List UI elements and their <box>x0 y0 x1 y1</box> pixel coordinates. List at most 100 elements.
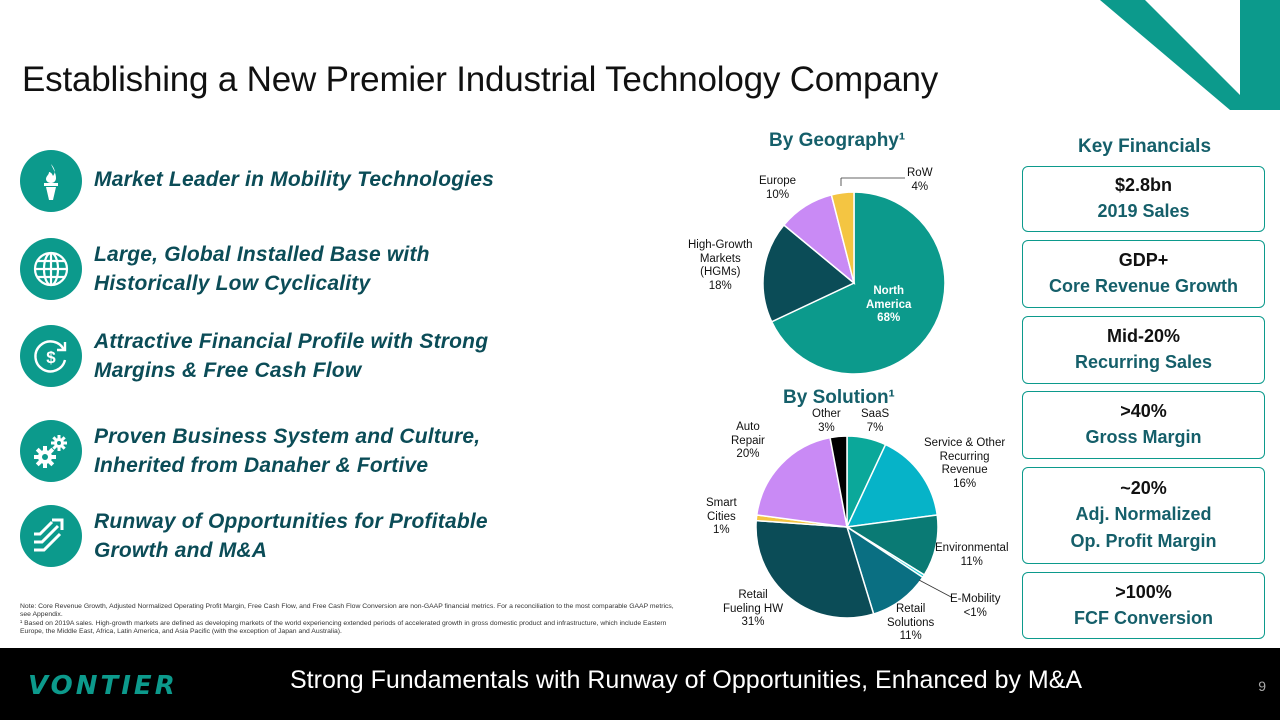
label-line: 16% <box>953 477 977 490</box>
pillar-text-line-1: Proven Business System and Culture, <box>94 425 481 448</box>
footnote-non-gaap: Note: Core Revenue Growth, Adjusted Norm… <box>20 603 674 619</box>
solution-pie-chart <box>755 435 939 619</box>
geo-label-hgm: High-Growth Markets (HGMs) 18% <box>688 239 753 293</box>
pillar-text-line-2: Growth and M&A <box>94 539 268 562</box>
label-line: RoW <box>907 167 933 179</box>
solution-chart-title: By Solution¹ <box>783 387 895 408</box>
label-line: SaaS <box>861 408 890 420</box>
page-title: Establishing a New Premier Industrial Te… <box>22 60 939 99</box>
label-line: Fueling HW <box>723 602 784 615</box>
label-line: 31% <box>741 616 765 628</box>
kf-label: 2019 Sales <box>1097 201 1190 221</box>
footer-bar: VONTIER Strong Fundamentals with Runway … <box>0 648 1280 720</box>
geography-pie-chart <box>762 191 946 375</box>
page-number: 9 <box>1258 678 1266 694</box>
label-line: 10% <box>766 188 790 201</box>
pillar-installed-base: Large, Global Installed Base with Histori… <box>20 238 564 300</box>
label-line: 7% <box>866 421 884 434</box>
label-line: <1% <box>963 606 987 619</box>
label-line: 68% <box>877 312 901 324</box>
label-line: Markets <box>699 252 741 265</box>
footnote-geography: ¹ Based on 2019A sales. High-growth mark… <box>20 619 667 636</box>
kf-value: >40% <box>1120 401 1167 421</box>
geo-label-north-america: North America 68% <box>866 285 911 326</box>
sol-label-auto-repair: Auto Repair 20% <box>731 421 765 462</box>
kf-value: >100% <box>1115 581 1172 602</box>
label-line: Cities <box>706 510 736 523</box>
label-line: Service & Other <box>924 437 1006 449</box>
label-line: Environmental <box>935 542 1009 554</box>
pillar-text-line-1: Large, Global Installed Base with <box>94 243 430 266</box>
pillar-opportunities: Runway of Opportunities for Profitable Gr… <box>20 505 564 567</box>
sol-label-smart-cities: Smart Cities 1% <box>706 497 737 538</box>
pie-slice-other <box>829 435 848 528</box>
kf-label: FCF Conversion <box>1073 607 1213 628</box>
pillar-text-line-1: Attractive Financial Profile with Strong <box>94 330 489 353</box>
label-line: 3% <box>818 421 835 434</box>
kf-value: GDP+ <box>1118 250 1169 270</box>
pie-slice-auto-repair <box>755 436 848 528</box>
label-line: Smart <box>706 497 737 509</box>
label-line: North <box>873 285 905 297</box>
sol-label-emobility: E-Mobility <1% <box>950 593 1000 620</box>
pillar-business-system: Proven Business System and Culture, Inher… <box>20 420 564 482</box>
kf-box-fcf: >100% FCF Conversion <box>1022 572 1265 639</box>
label-line: 18% <box>708 279 732 292</box>
pillar-text-line-1: Runway of Opportunities for Profitable <box>94 510 488 533</box>
label-line: High-Growth <box>688 239 753 251</box>
label-line: Retail <box>895 603 926 615</box>
globe-icon <box>20 238 82 300</box>
label-line: E-Mobility <box>950 593 1001 605</box>
sol-label-saas: SaaS 7% <box>861 408 889 435</box>
sol-label-retail-solutions: Retail Solutions 11% <box>887 603 934 644</box>
sol-label-other: Other 3% <box>812 408 841 435</box>
footer-tagline: Strong Fundamentals with Runway of Oppor… <box>290 666 1083 694</box>
kf-label: Core Revenue Growth <box>1048 276 1239 296</box>
pillar-text-line-2: Historically Low Cyclicality <box>94 272 371 295</box>
label-line: Recurring <box>939 450 990 463</box>
label-line: Repair <box>731 434 765 447</box>
label-line: 11% <box>960 555 983 568</box>
kf-label: Adj. Normalized <box>1075 504 1212 524</box>
geography-chart-title: By Geography¹ <box>769 130 906 151</box>
pillar-text-line-2: Inherited from Danaher & Fortive <box>94 454 429 477</box>
emobility-leader-line <box>918 579 954 599</box>
label-line: 1% <box>713 524 730 536</box>
label-line: Europe <box>759 175 797 187</box>
corner-accent-graphic <box>1100 0 1280 110</box>
kf-value: ~20% <box>1120 478 1167 498</box>
kf-label: Gross Margin <box>1085 427 1202 447</box>
pillar-text-line-1: Market Leader in Mobility Technologies <box>94 168 495 191</box>
footnotes: Note: Core Revenue Growth, Adjusted Norm… <box>20 603 680 637</box>
pie-slice-retail-fueling-hw <box>755 519 875 619</box>
pie-charts <box>755 177 954 619</box>
key-financials-heading: Key Financials <box>1077 136 1212 157</box>
label-line: Other <box>812 408 841 420</box>
torch-icon <box>20 150 82 212</box>
kf-box-sales: $2.8bn 2019 Sales <box>1022 166 1265 232</box>
gears-icon <box>20 420 82 482</box>
pie-slice-service-other-recurring-revenue <box>845 443 939 528</box>
label-line: 20% <box>736 448 760 460</box>
svg-text:$: $ <box>46 348 56 367</box>
label-line: America <box>866 298 912 311</box>
kf-box-op-margin: ~20% Adj. Normalized Op. Profit Margin <box>1022 467 1265 564</box>
kf-value: Mid-20% <box>1106 326 1180 346</box>
dollar-cycle-icon: $ <box>20 325 82 387</box>
pillar-financial-profile: $ Attractive Financial Profile with Stro… <box>20 325 564 387</box>
pillar-text-line-2: Margins & Free Cash Flow <box>94 359 362 382</box>
sol-label-retail-fueling: Retail Fueling HW 31% <box>723 589 783 630</box>
geo-label-europe: Europe 10% <box>759 175 796 202</box>
pie-slice-north-america <box>770 191 946 375</box>
growth-arrows-icon <box>20 505 82 567</box>
label-line: Auto <box>736 421 760 433</box>
kf-label: Recurring Sales <box>1074 352 1213 372</box>
kf-box-recurring: Mid-20% Recurring Sales <box>1022 316 1265 384</box>
kf-label: Op. Profit Margin <box>1070 531 1217 551</box>
kf-value: $2.8bn <box>1114 175 1173 195</box>
label-line: 11% <box>899 630 922 642</box>
sol-label-environmental: Environmental 11% <box>935 542 1009 569</box>
label-line: Retail <box>738 589 768 601</box>
pie-slice-high-growth-markets-hgms <box>762 223 856 323</box>
kf-box-core-growth: GDP+ Core Revenue Growth <box>1022 240 1265 308</box>
